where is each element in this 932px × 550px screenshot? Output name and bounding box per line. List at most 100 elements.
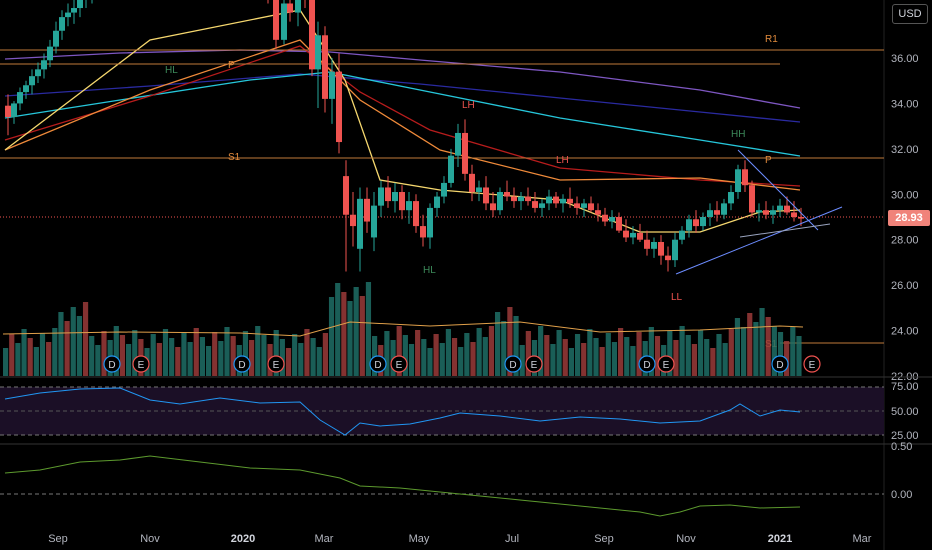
candle-body xyxy=(791,212,797,217)
pivot-label: S1 xyxy=(765,339,778,350)
candle-body xyxy=(47,46,53,61)
volume-bar xyxy=(765,317,771,376)
x-axis-label: Sep xyxy=(48,533,68,545)
volume-bar xyxy=(33,347,39,376)
event-marker-label: D xyxy=(374,360,381,371)
volume-bar xyxy=(372,336,378,376)
volume-bar xyxy=(513,316,519,376)
trend-line xyxy=(739,223,831,238)
volume-bar xyxy=(335,283,341,376)
y-tick-label: 26.00 xyxy=(891,280,919,292)
volume-bar xyxy=(119,335,126,376)
x-axis-label: Nov xyxy=(140,533,160,545)
volume-bar xyxy=(322,333,328,376)
candle-body xyxy=(315,35,321,70)
pivot-label: P xyxy=(765,155,772,166)
candle-body xyxy=(420,226,426,238)
volume-ma-line xyxy=(2,321,804,337)
x-axis-label: Mar xyxy=(315,533,334,545)
volume-bar xyxy=(519,345,525,376)
volume-bar xyxy=(328,297,335,376)
volume-bar xyxy=(212,332,218,376)
candle-body xyxy=(784,205,790,213)
volume-bar xyxy=(556,330,562,376)
event-marker-label: D xyxy=(238,360,245,371)
volume-bar xyxy=(126,344,132,376)
volume-bar xyxy=(741,327,747,376)
candle-body xyxy=(462,132,468,174)
volume-bar xyxy=(199,337,205,376)
candle-body xyxy=(616,217,622,231)
swing-label: HL xyxy=(165,65,178,76)
candle-body xyxy=(350,214,356,227)
volume-bar xyxy=(273,330,279,376)
volume-bar xyxy=(255,326,261,376)
volume-bar xyxy=(679,326,685,376)
volume-bar xyxy=(101,331,107,376)
candle-body xyxy=(385,187,391,202)
volume-bar xyxy=(605,333,611,376)
volume-bar xyxy=(777,332,784,376)
volume-bar xyxy=(691,344,697,376)
candle-body xyxy=(651,241,657,249)
volume-bar xyxy=(27,338,33,376)
volume-bar xyxy=(445,329,451,376)
candle-body xyxy=(546,196,552,204)
volume-bar xyxy=(697,330,704,376)
volume-bar xyxy=(175,347,181,376)
candle-body xyxy=(364,198,370,222)
x-axis-label: Jul xyxy=(505,533,519,545)
oscillator-line xyxy=(4,455,801,517)
swing-label: LH xyxy=(556,155,569,166)
event-marker-label: D xyxy=(108,360,115,371)
volume-bar xyxy=(347,301,353,376)
candle-body xyxy=(329,71,335,99)
dividend-marker xyxy=(771,355,789,373)
volume-bar xyxy=(89,336,95,376)
volume-bar xyxy=(39,333,46,376)
candle-body xyxy=(700,217,706,227)
volume-bar xyxy=(58,312,64,376)
candle-body xyxy=(567,198,573,204)
volume-bar xyxy=(759,308,765,376)
volume-bar xyxy=(132,330,138,376)
candle-body xyxy=(413,201,419,227)
candle-body xyxy=(602,214,608,222)
candle-body xyxy=(273,0,279,40)
candle-body xyxy=(525,196,531,202)
candle-body xyxy=(553,196,559,204)
last-price-tag: 28.93 xyxy=(888,210,930,226)
candle-body xyxy=(23,85,29,93)
volume-bar xyxy=(488,326,495,376)
volume-bar xyxy=(722,343,728,376)
swing-label: HH xyxy=(731,129,745,140)
volume-bar xyxy=(341,292,347,376)
volume-bar xyxy=(261,335,267,376)
event-marker-label: D xyxy=(776,360,783,371)
event-marker-label: D xyxy=(643,360,650,371)
volume-bar xyxy=(249,340,255,376)
currency-button[interactable]: USD xyxy=(892,4,928,24)
volume-bar xyxy=(587,329,593,376)
volume-bar xyxy=(482,337,488,376)
volume-bar xyxy=(76,316,82,376)
candles-group xyxy=(5,0,804,272)
volume-bar xyxy=(685,335,691,376)
candle-body xyxy=(679,230,685,240)
volume-bar xyxy=(716,334,722,376)
volume-bar xyxy=(408,344,415,376)
candle-body xyxy=(728,192,734,204)
event-marker-label: E xyxy=(809,360,816,371)
volume-bar xyxy=(205,346,212,376)
candle-body xyxy=(630,232,636,238)
volume-bar xyxy=(544,335,550,376)
volume-bar xyxy=(52,328,58,376)
volume-bar xyxy=(501,321,507,376)
candle-body xyxy=(399,192,405,211)
candle-body xyxy=(777,205,783,211)
rsi-level-label: 25.00 xyxy=(891,430,919,442)
candle-body xyxy=(469,173,475,193)
earnings-marker xyxy=(390,355,408,373)
candle-body xyxy=(637,232,643,240)
